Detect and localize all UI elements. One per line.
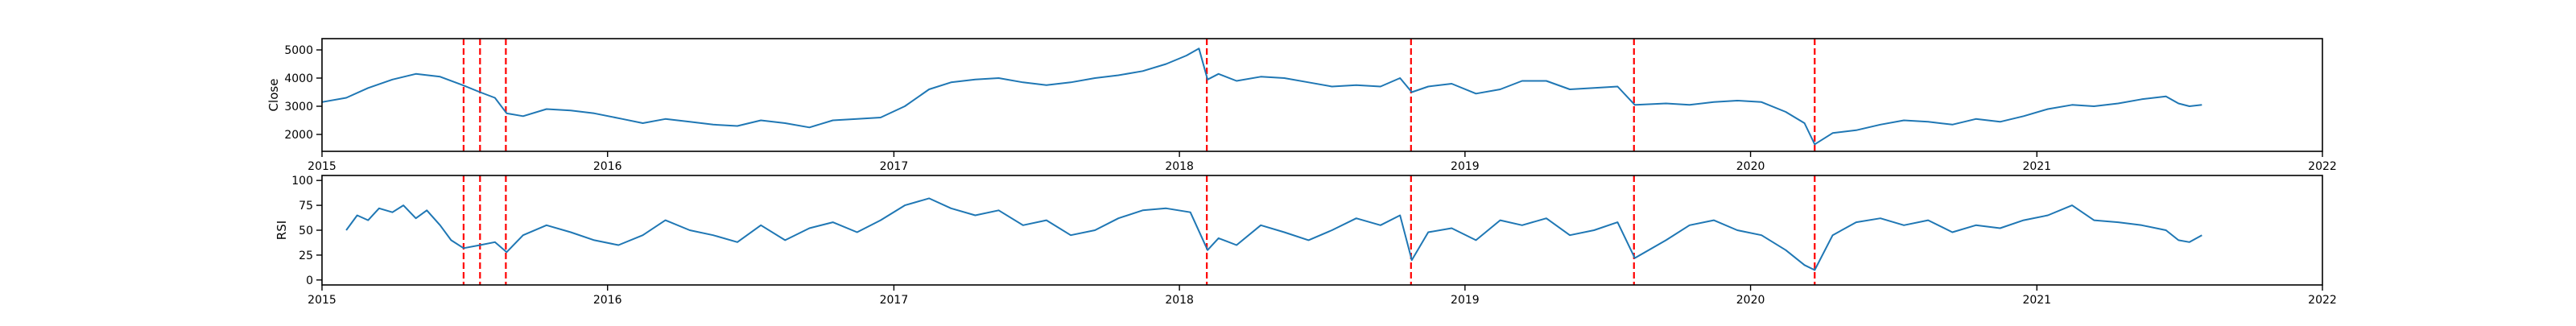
close-event-lines bbox=[462, 39, 1816, 151]
y-tick-label: 50 bbox=[299, 225, 313, 237]
x-tick-label: 2017 bbox=[880, 294, 909, 307]
rsi-y-axis: 0 25 50 75 100 bbox=[291, 175, 322, 287]
close-axes-frame bbox=[321, 38, 2323, 152]
y-tick-label: 0 bbox=[306, 274, 313, 287]
x-tick-label: 2016 bbox=[593, 294, 622, 307]
close-series-line bbox=[321, 47, 2202, 146]
x-tick-label: 2018 bbox=[1165, 160, 1194, 173]
y-tick-label: 25 bbox=[299, 250, 313, 262]
rsi-axes-frame bbox=[321, 175, 2323, 286]
y-tick-label: 100 bbox=[291, 175, 313, 188]
x-tick-label: 2017 bbox=[880, 160, 909, 173]
x-tick-label: 2015 bbox=[308, 294, 336, 307]
rsi-panel: 2015 2016 2017 2018 2019 2020 2021 2022 0 25 50 75… bbox=[275, 175, 2337, 307]
close-y-axis: 2000 3000 4000 5000 bbox=[284, 44, 322, 142]
rsi-event-lines bbox=[462, 175, 1816, 285]
rsi-y-axis-label: RSI bbox=[275, 221, 289, 240]
x-tick-label: 2021 bbox=[2022, 160, 2051, 173]
x-tick-label: 2022 bbox=[2308, 160, 2337, 173]
x-tick-label: 2015 bbox=[308, 160, 336, 173]
x-tick-label: 2016 bbox=[593, 160, 622, 173]
x-tick-label: 2019 bbox=[1451, 294, 1480, 307]
x-tick-label: 2020 bbox=[1736, 160, 1765, 173]
close-y-axis-label: Close bbox=[266, 79, 281, 112]
y-tick-label: 5000 bbox=[284, 44, 313, 57]
x-tick-label: 2021 bbox=[2022, 294, 2051, 307]
y-tick-label: 2000 bbox=[284, 129, 313, 142]
close-x-axis: 2015 2016 2017 2018 2019 2020 2021 2022 bbox=[308, 151, 2337, 173]
x-tick-label: 2018 bbox=[1165, 294, 1194, 307]
y-tick-label: 3000 bbox=[284, 101, 313, 113]
x-tick-label: 2022 bbox=[2308, 294, 2337, 307]
close-panel: 2015 2016 2017 2018 2019 2020 2021 2022 2000 300… bbox=[266, 38, 2337, 173]
x-tick-label: 2020 bbox=[1736, 294, 1765, 307]
rsi-series-line bbox=[345, 197, 2202, 271]
y-tick-label: 4000 bbox=[284, 72, 313, 85]
rsi-x-axis: 2015 2016 2017 2018 2019 2020 2021 2022 bbox=[308, 285, 2337, 307]
y-tick-label: 75 bbox=[299, 200, 313, 213]
x-tick-label: 2019 bbox=[1451, 160, 1480, 173]
